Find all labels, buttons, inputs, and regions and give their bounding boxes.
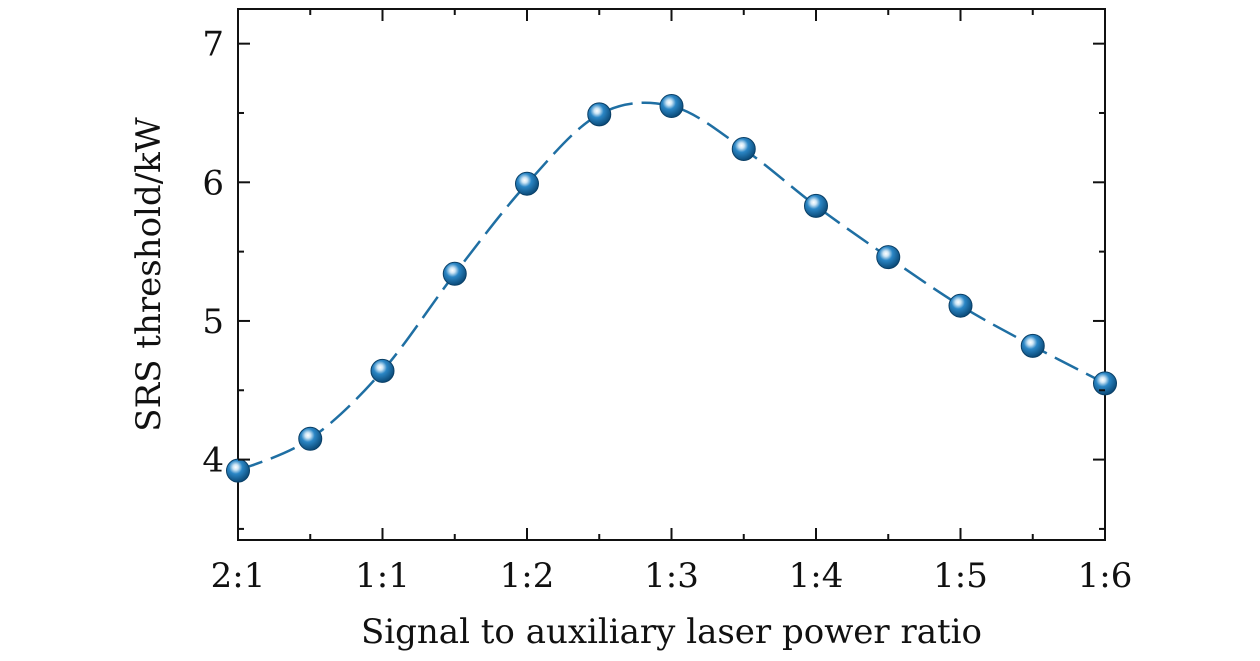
x-axis: 2:1 1:1 1:2 1:3 1:4 1:5 1:6	[211, 9, 1133, 596]
y-axis: 4 5 6 7	[202, 25, 1105, 530]
data-point	[659, 94, 684, 119]
x-tick-label: 1:4	[789, 556, 844, 596]
y-axis-title: SRS threshold/kW	[129, 117, 169, 431]
data-point	[587, 102, 612, 127]
data-point	[1020, 333, 1045, 358]
data-point	[804, 193, 828, 218]
x-tick-label: 1:2	[500, 556, 555, 596]
plot-frame	[237, 8, 1106, 541]
data-point	[226, 458, 250, 483]
x-axis-title: Signal to auxiliary laser power ratio	[361, 612, 982, 652]
data-point	[442, 261, 467, 286]
data-point	[948, 293, 973, 318]
y-tick-label: 4	[202, 441, 224, 481]
x-tick-label: 1:6	[1078, 556, 1133, 596]
x-tick-label: 1:3	[644, 556, 699, 596]
x-tick-label: 1:5	[933, 556, 988, 596]
data-point	[370, 358, 395, 383]
series-line	[237, 101, 1106, 472]
y-tick-label: 5	[202, 302, 224, 342]
y-tick-label: 6	[202, 163, 224, 203]
data-point	[731, 137, 756, 162]
data-point	[298, 426, 323, 451]
data-point	[515, 171, 539, 196]
data-point	[876, 245, 901, 270]
x-tick-label: 2:1	[211, 556, 266, 596]
y-tick-label: 7	[202, 25, 224, 65]
plot-area	[226, 8, 1117, 541]
data-point	[1093, 371, 1117, 396]
x-tick-label: 1:1	[355, 556, 410, 596]
